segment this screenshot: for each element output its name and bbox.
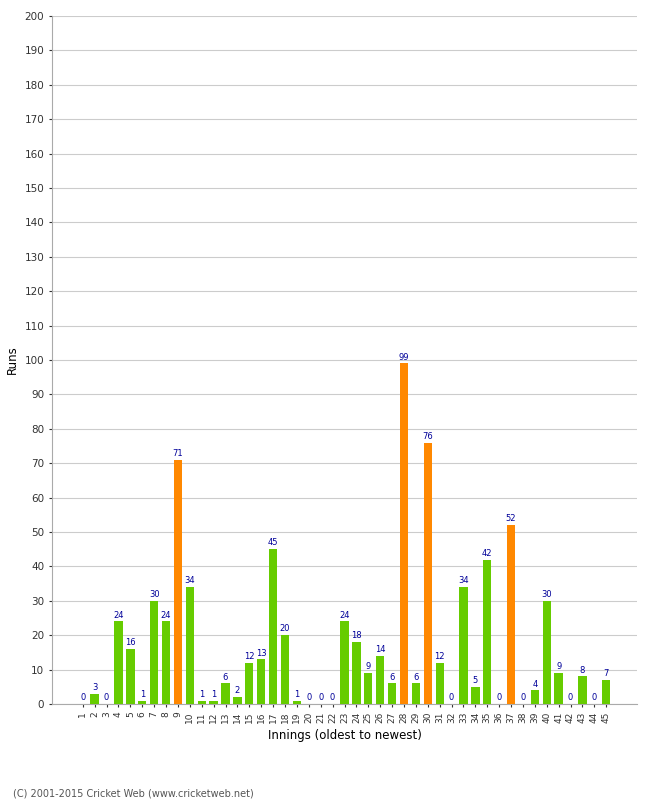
Bar	[411, 683, 420, 704]
Text: 3: 3	[92, 683, 98, 692]
Text: 0: 0	[497, 694, 502, 702]
Y-axis label: Runs: Runs	[6, 346, 19, 374]
Bar	[245, 662, 254, 704]
Text: 0: 0	[521, 694, 526, 702]
Text: 0: 0	[80, 694, 85, 702]
Text: 16: 16	[125, 638, 136, 647]
Bar	[460, 587, 467, 704]
Text: 1: 1	[140, 690, 145, 699]
Bar	[269, 549, 278, 704]
Bar	[376, 656, 384, 704]
Text: 30: 30	[541, 590, 552, 599]
Text: 9: 9	[556, 662, 562, 671]
Text: 34: 34	[185, 576, 195, 586]
Text: 42: 42	[482, 549, 493, 558]
Bar	[554, 673, 563, 704]
Text: 24: 24	[161, 610, 172, 620]
Text: 0: 0	[330, 694, 335, 702]
Text: 20: 20	[280, 625, 291, 634]
Text: 1: 1	[294, 690, 300, 699]
Text: 12: 12	[434, 652, 445, 661]
Bar	[174, 460, 182, 704]
Text: 6: 6	[413, 673, 419, 682]
Text: 34: 34	[458, 576, 469, 586]
Bar	[292, 701, 301, 704]
Text: 71: 71	[173, 449, 183, 458]
Bar	[388, 683, 396, 704]
Text: 24: 24	[113, 610, 124, 620]
Bar	[471, 686, 480, 704]
Text: 0: 0	[449, 694, 454, 702]
Bar	[436, 662, 444, 704]
Text: 24: 24	[339, 610, 350, 620]
Text: 1: 1	[211, 690, 216, 699]
Text: 12: 12	[244, 652, 255, 661]
Text: 2: 2	[235, 686, 240, 695]
Bar	[257, 659, 265, 704]
Text: 7: 7	[604, 669, 609, 678]
Text: 13: 13	[256, 649, 266, 658]
Bar	[186, 587, 194, 704]
Bar	[483, 559, 491, 704]
Bar	[126, 649, 135, 704]
Text: 6: 6	[389, 673, 395, 682]
Text: 18: 18	[351, 631, 361, 640]
Text: 99: 99	[398, 353, 410, 362]
Bar	[364, 673, 372, 704]
Bar	[400, 363, 408, 704]
Text: 6: 6	[223, 673, 228, 682]
Text: 4: 4	[532, 679, 538, 689]
Bar	[341, 622, 348, 704]
Text: 0: 0	[568, 694, 573, 702]
Text: 0: 0	[306, 694, 311, 702]
Text: 0: 0	[318, 694, 323, 702]
Text: 8: 8	[580, 666, 585, 674]
Bar	[198, 701, 206, 704]
Bar	[114, 622, 123, 704]
Text: 9: 9	[366, 662, 371, 671]
Text: (C) 2001-2015 Cricket Web (www.cricketweb.net): (C) 2001-2015 Cricket Web (www.cricketwe…	[13, 788, 254, 798]
Bar	[424, 442, 432, 704]
Bar	[162, 622, 170, 704]
Bar	[352, 642, 361, 704]
Text: 0: 0	[104, 694, 109, 702]
Text: 52: 52	[506, 514, 516, 523]
Text: 14: 14	[375, 645, 385, 654]
Bar	[281, 635, 289, 704]
Bar	[150, 601, 159, 704]
Text: 76: 76	[422, 432, 433, 441]
Text: 0: 0	[592, 694, 597, 702]
Text: 30: 30	[149, 590, 159, 599]
Text: 5: 5	[473, 676, 478, 685]
Bar	[233, 697, 242, 704]
Bar	[507, 525, 515, 704]
Bar	[209, 701, 218, 704]
Bar	[530, 690, 539, 704]
Bar	[543, 601, 551, 704]
Bar	[222, 683, 229, 704]
Text: 1: 1	[199, 690, 204, 699]
Bar	[602, 680, 610, 704]
Bar	[90, 694, 99, 704]
X-axis label: Innings (oldest to newest): Innings (oldest to newest)	[268, 729, 421, 742]
Bar	[578, 677, 586, 704]
Bar	[138, 701, 146, 704]
Text: 45: 45	[268, 538, 278, 547]
